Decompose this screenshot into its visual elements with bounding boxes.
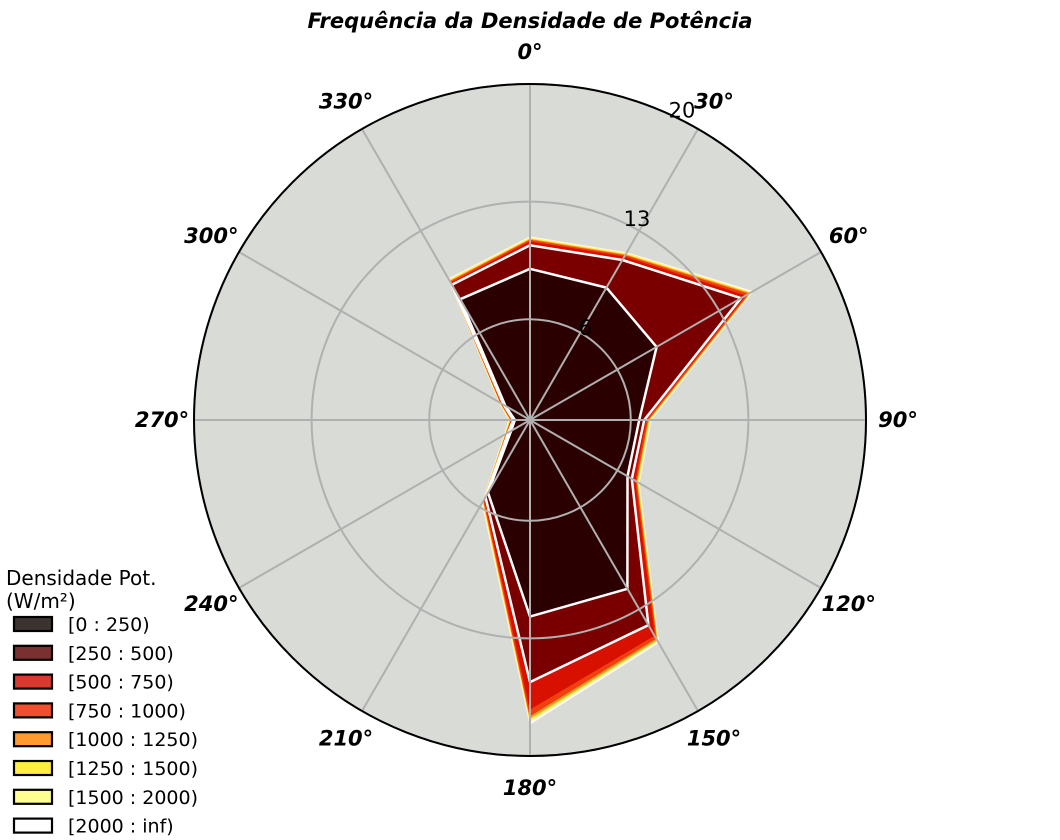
legend-label-7: [2000 : inf) bbox=[68, 816, 174, 838]
r-tick-labels: 6 13 20 bbox=[579, 99, 696, 340]
angle-label-0: 0° bbox=[517, 40, 542, 64]
legend-label-4: [1000 : 1250) bbox=[68, 729, 198, 751]
legend-title-line-2: (W/m²) bbox=[6, 589, 76, 613]
chart-title: Frequência da Densidade de Potência bbox=[307, 9, 752, 33]
grid-spoke-240 bbox=[238, 419, 531, 589]
legend: Densidade Pot. (W/m²) [0 : 250) [250 : 50… bbox=[6, 566, 198, 838]
angle-label-30: 30° bbox=[694, 89, 734, 113]
angle-label-270: 270° bbox=[135, 408, 189, 432]
legend-swatch-3 bbox=[12, 702, 54, 719]
angle-label-180: 180° bbox=[503, 776, 557, 800]
legend-label-3: [750 : 1000) bbox=[68, 700, 186, 722]
legend-label-5: [1250 : 1500) bbox=[68, 758, 198, 780]
legend-label-2: [500 : 750) bbox=[68, 672, 174, 694]
r-tick-label-2: 20 bbox=[669, 99, 696, 123]
angle-label-240: 240° bbox=[184, 592, 238, 616]
angle-label-60: 60° bbox=[829, 224, 869, 248]
legend-swatch-6 bbox=[12, 788, 54, 805]
grid-spoke-330 bbox=[361, 128, 531, 421]
legend-swatch-2 bbox=[12, 673, 54, 690]
series-layer bbox=[448, 236, 754, 725]
legend-swatch-7 bbox=[12, 817, 54, 834]
grid-spoke-120 bbox=[529, 419, 822, 589]
legend-swatch-5 bbox=[12, 759, 54, 777]
legend-items: [0 : 250) [250 : 500) [500 : 750) [750 : 10… bbox=[12, 614, 198, 838]
legend-swatch-0 bbox=[12, 615, 54, 633]
grid-spoke-60 bbox=[529, 251, 822, 421]
legend-swatch-4 bbox=[12, 731, 54, 748]
legend-label-0: [0 : 250) bbox=[68, 614, 150, 636]
legend-label-1: [250 : 500) bbox=[68, 643, 174, 665]
angle-label-300: 300° bbox=[184, 224, 238, 248]
r-tick-label-1: 13 bbox=[624, 207, 651, 231]
grid-ring-0 bbox=[428, 318, 632, 522]
angle-label-210: 210° bbox=[319, 727, 373, 751]
angle-label-90: 90° bbox=[878, 408, 918, 432]
angle-label-330: 330° bbox=[319, 89, 373, 113]
angle-label-150: 150° bbox=[687, 727, 741, 751]
grid-ring-1 bbox=[310, 200, 750, 640]
angle-labels: 0° 30° 60° 90° 120° 150° 180° 210° 240° 270° 300° 3… bbox=[135, 40, 918, 800]
grid-spoke-210 bbox=[361, 419, 531, 712]
legend-swatch-1 bbox=[12, 644, 54, 661]
grid-spoke-300 bbox=[238, 251, 531, 421]
grid-spoke-30 bbox=[529, 128, 699, 421]
polar-outline bbox=[193, 83, 867, 757]
angle-label-120: 120° bbox=[822, 592, 876, 616]
legend-title-line-1: Densidade Pot. bbox=[6, 566, 156, 590]
legend-label-6: [1500 : 2000) bbox=[68, 787, 198, 809]
grid-spoke-150 bbox=[529, 419, 699, 712]
r-tick-label-0: 6 bbox=[579, 316, 592, 340]
